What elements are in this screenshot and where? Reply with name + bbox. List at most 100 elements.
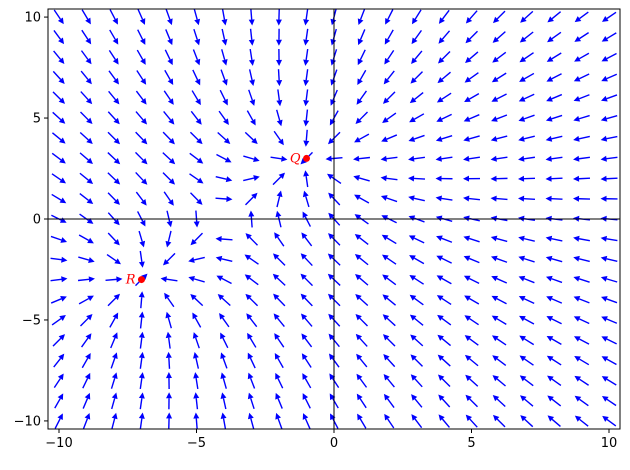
arrow-head — [327, 253, 335, 260]
arrow-shaft — [305, 9, 309, 20]
arrow-head — [88, 276, 95, 283]
arrow-shaft — [359, 111, 369, 121]
arrow-shaft — [162, 172, 172, 181]
arrow-head — [303, 99, 310, 107]
arrow-head — [215, 236, 222, 242]
arrow-head — [168, 118, 175, 125]
arrow-head — [381, 136, 388, 142]
arrow-shaft — [414, 317, 424, 326]
vector-arrow — [354, 233, 369, 245]
arrow-head — [85, 17, 91, 25]
vector-arrow — [107, 152, 121, 165]
vector-arrow — [107, 232, 120, 246]
arrow-shaft — [551, 11, 562, 20]
arrow-head — [58, 97, 66, 104]
arrow-head — [353, 175, 360, 181]
arrow-head — [436, 255, 444, 261]
vector-arrow — [107, 293, 121, 307]
arrow-head — [384, 413, 391, 421]
vector-arrow — [330, 9, 337, 26]
arrow-shaft — [414, 398, 423, 408]
arrow-shaft — [305, 129, 308, 141]
arrow-head — [520, 16, 527, 23]
arrow-shaft — [195, 398, 199, 410]
arrow-head — [382, 97, 390, 104]
arrow-head — [325, 155, 332, 162]
vector-arrow — [490, 195, 508, 202]
arrow-head — [410, 77, 417, 84]
vector-arrow — [272, 253, 286, 266]
arrow-head — [518, 235, 525, 242]
arrow-shaft — [51, 193, 62, 201]
arrow-head — [520, 415, 527, 422]
arrow-head — [328, 212, 335, 220]
vector-arrow — [518, 114, 535, 122]
vector-arrow — [301, 353, 312, 368]
arrow-head — [193, 221, 200, 228]
vector-arrow — [248, 28, 255, 46]
vector-arrow — [463, 235, 480, 243]
arrow-head — [84, 372, 91, 380]
arrow-shaft — [496, 31, 506, 40]
vector-arrow — [166, 210, 173, 228]
arrow-shaft — [551, 338, 562, 345]
arrow-head — [355, 313, 362, 321]
arrow-head — [245, 293, 252, 301]
arrow-head — [574, 375, 582, 382]
vector-arrow — [107, 131, 121, 145]
arrow-head — [281, 155, 288, 162]
arrow-shaft — [109, 317, 116, 328]
arrow-head — [167, 98, 174, 105]
arrow-shaft — [551, 73, 562, 80]
arrow-shaft — [523, 72, 535, 80]
vector-arrow — [188, 256, 205, 263]
arrow-shaft — [441, 418, 450, 428]
vector-arrow — [302, 190, 310, 208]
vector-arrow — [54, 393, 64, 409]
arrow-shaft — [551, 31, 562, 40]
arrow-shaft — [305, 48, 309, 61]
arrow-shaft — [167, 317, 172, 329]
arrow-head — [491, 335, 499, 342]
x-tick-label: 5 — [467, 436, 475, 451]
vector-arrow — [491, 295, 507, 305]
arrow-shaft — [441, 378, 451, 388]
vector-arrow — [78, 256, 95, 263]
arrow-shaft — [135, 111, 144, 121]
arrow-head — [113, 97, 120, 105]
arrow-shaft — [50, 298, 62, 304]
arrow-shaft — [551, 358, 562, 366]
vector-arrow — [438, 394, 451, 408]
arrow-head — [61, 256, 68, 263]
vector-arrow — [519, 375, 534, 387]
vector-arrow — [385, 9, 394, 25]
y-tick-label: 5 — [33, 112, 41, 127]
arrow-shaft — [441, 30, 451, 40]
arrow-shaft — [496, 10, 506, 20]
arrow-head — [357, 78, 363, 86]
arrow-head — [601, 336, 609, 342]
vector-arrow — [357, 49, 366, 66]
vector-arrow — [601, 32, 617, 42]
arrow-shaft — [270, 156, 282, 160]
arrow-head — [574, 415, 582, 422]
vector-arrow — [545, 114, 563, 122]
vector-arrow — [492, 394, 506, 407]
arrow-head — [437, 354, 445, 361]
arrow-shaft — [194, 297, 204, 307]
arrow-head — [194, 78, 201, 86]
vector-arrow — [302, 393, 311, 409]
arrow-shaft — [551, 135, 563, 140]
arrow-head — [327, 137, 335, 145]
arrow-head — [141, 178, 148, 185]
arrow-shaft — [135, 90, 144, 101]
vector-arrow — [490, 175, 508, 182]
vector-arrow — [382, 91, 396, 104]
arrow-shaft — [359, 378, 368, 388]
vector-arrow — [383, 393, 395, 408]
vector-arrow — [301, 232, 313, 247]
arrow-head — [87, 237, 94, 244]
vector-arrow — [215, 175, 233, 183]
arrow-head — [276, 99, 283, 107]
vector-arrow — [384, 413, 395, 429]
